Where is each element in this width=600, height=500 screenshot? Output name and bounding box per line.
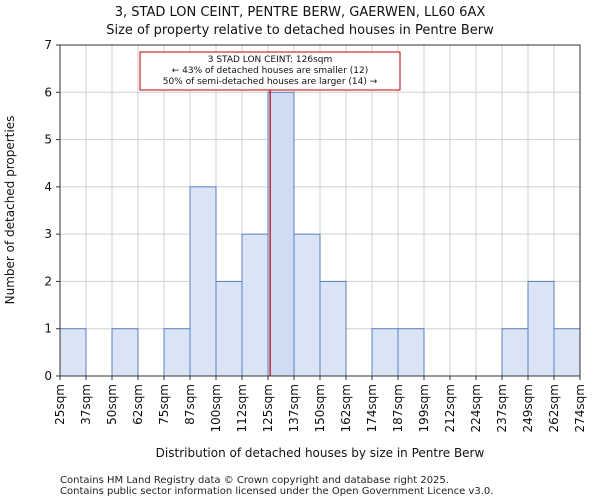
bar-237sqm bbox=[501, 328, 529, 377]
x-tick-label: 125sqm bbox=[261, 384, 275, 432]
x-tick-label: 112sqm bbox=[235, 384, 249, 432]
y-tick-label: 5 bbox=[44, 133, 52, 147]
x-tick-label: 25sqm bbox=[53, 384, 67, 425]
x-tick-label: 174sqm bbox=[365, 384, 379, 432]
bar-125sqm bbox=[267, 91, 295, 377]
y-tick-label: 1 bbox=[44, 322, 52, 336]
y-tick-label: 4 bbox=[44, 180, 52, 194]
property-annotation: 3 STAD LON CEINT: 126sqm ← 43% of detach… bbox=[139, 51, 401, 91]
y-tick-label: 0 bbox=[44, 369, 52, 383]
y-tick-label: 7 bbox=[44, 38, 52, 52]
y-ticks: 0 1 2 3 4 5 6 7 bbox=[44, 38, 60, 383]
x-tick-label: 237sqm bbox=[495, 384, 509, 432]
bar-87sqm bbox=[189, 186, 217, 377]
bar-25sqm bbox=[59, 328, 87, 377]
x-axis-label: Distribution of detached houses by size … bbox=[156, 446, 485, 460]
x-ticks: 25sqm 37sqm 50sqm 62sqm 75sqm 87sqm 100sqm 112s… bbox=[53, 376, 587, 432]
y-tick-label: 3 bbox=[44, 227, 52, 241]
chart-subtitle: Size of property relative to detached ho… bbox=[106, 23, 494, 38]
bar-112sqm bbox=[241, 233, 269, 377]
x-tick-label: 249sqm bbox=[521, 384, 535, 432]
bar-150sqm bbox=[319, 280, 347, 377]
x-tick-label: 75sqm bbox=[157, 384, 171, 425]
y-tick-label: 6 bbox=[44, 85, 52, 99]
bar-100sqm bbox=[215, 280, 243, 377]
bar-187sqm bbox=[397, 328, 425, 377]
footer-line-2: Contains public sector information licen… bbox=[60, 486, 493, 497]
annotation-line-1: 3 STAD LON CEINT: 126sqm bbox=[208, 55, 333, 65]
chart-title: 3, STAD LON CEINT, PENTRE BERW, GAERWEN,… bbox=[115, 5, 486, 20]
bar-50sqm bbox=[111, 328, 139, 377]
x-tick-label: 37sqm bbox=[79, 384, 93, 425]
x-tick-label: 274sqm bbox=[573, 384, 587, 432]
x-tick-label: 212sqm bbox=[443, 384, 457, 432]
annotation-line-3: 50% of semi-detached houses are larger (… bbox=[163, 77, 378, 87]
x-tick-label: 199sqm bbox=[417, 384, 431, 432]
x-tick-label: 262sqm bbox=[547, 384, 561, 432]
x-tick-label: 100sqm bbox=[209, 384, 223, 432]
annotation-line-2: ← 43% of detached houses are smaller (12… bbox=[172, 66, 369, 76]
bar-174sqm bbox=[371, 328, 399, 377]
x-tick-label: 162sqm bbox=[339, 384, 353, 432]
bar-262sqm bbox=[553, 328, 581, 377]
bar-75sqm bbox=[163, 328, 191, 377]
bar-137sqm bbox=[293, 233, 321, 377]
bar-249sqm bbox=[527, 280, 555, 377]
y-tick-label: 2 bbox=[44, 274, 52, 288]
y-axis-label: Number of detached properties bbox=[3, 116, 17, 305]
x-tick-label: 62sqm bbox=[131, 384, 145, 425]
bars bbox=[59, 91, 581, 377]
x-tick-label: 87sqm bbox=[183, 384, 197, 425]
x-tick-label: 187sqm bbox=[391, 384, 405, 432]
x-tick-label: 137sqm bbox=[287, 384, 301, 432]
x-tick-label: 224sqm bbox=[469, 384, 483, 432]
annotation-box bbox=[139, 51, 401, 91]
x-tick-label: 150sqm bbox=[313, 384, 327, 432]
footer-line-1: Contains HM Land Registry data © Crown c… bbox=[60, 475, 449, 486]
x-tick-label: 50sqm bbox=[105, 384, 119, 425]
